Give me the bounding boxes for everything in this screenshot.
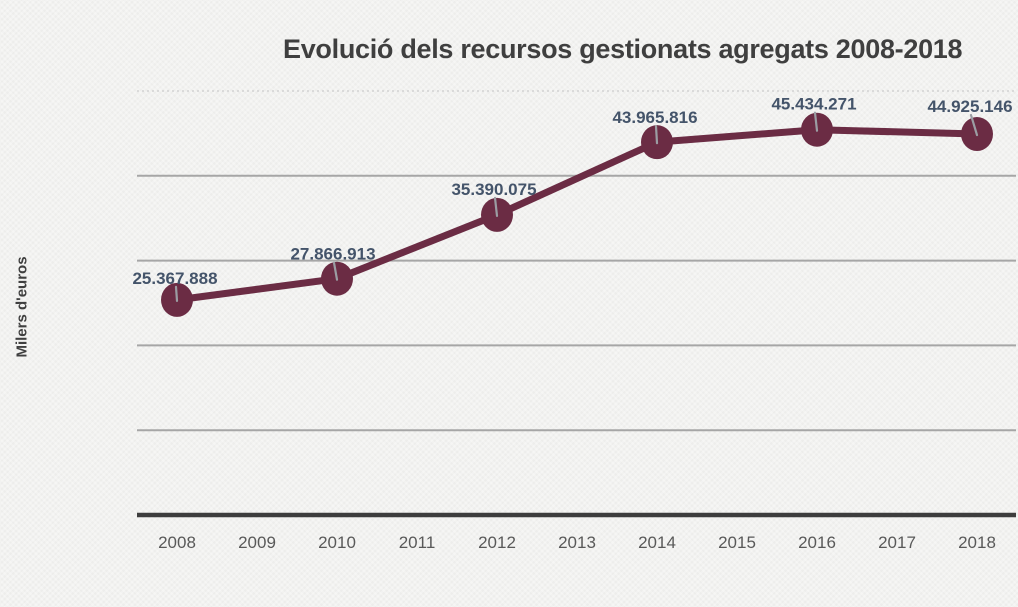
- data-label-leader-line: [174, 285, 179, 302]
- x-tick-label-2011: 2011: [399, 533, 436, 552]
- x-tick-label-2014: 2014: [638, 533, 676, 552]
- data-label-leader-line: [493, 196, 499, 217]
- data-labels: 25.367.888 27.866.913 35.390.075 43.965.816…: [132, 95, 1012, 288]
- gridlines: [137, 90, 1016, 432]
- data-label-2012: 35.390.075: [451, 180, 536, 199]
- data-label-2014: 43.965.816: [612, 108, 697, 127]
- data-label-leader-line: [332, 261, 339, 281]
- chart-title: Evolució dels recursos gestionats agrega…: [283, 34, 963, 64]
- data-label-leader-line: [813, 111, 819, 132]
- data-label-2016: 45.434.271: [771, 95, 856, 114]
- x-tick-label-2018: 2018: [958, 533, 996, 552]
- data-label-leader-line: [969, 113, 979, 137]
- x-tick-label-2008: 2008: [158, 533, 196, 552]
- x-tick-label-2017: 2017: [878, 533, 916, 552]
- data-label-2008: 25.367.888: [132, 269, 217, 288]
- x-tick-label-2012: 2012: [478, 533, 516, 552]
- data-label-2010: 27.866.913: [290, 245, 375, 264]
- x-tick-label-2015: 2015: [718, 533, 756, 552]
- x-tick-label-2010: 2010: [318, 533, 356, 552]
- x-axis-tick-labels: 2008 2009 2010 2011 2012 2013 2014 2015 2016 2017…: [158, 533, 996, 552]
- data-label-leader-line: [654, 125, 659, 145]
- data-line: [173, 126, 981, 304]
- x-tick-label-2013: 2013: [558, 533, 596, 552]
- x-tick-label-2009: 2009: [238, 533, 276, 552]
- label-leader-lines: [174, 111, 979, 302]
- x-tick-label-2016: 2016: [798, 533, 836, 552]
- data-label-2018: 44.925.146: [927, 97, 1012, 116]
